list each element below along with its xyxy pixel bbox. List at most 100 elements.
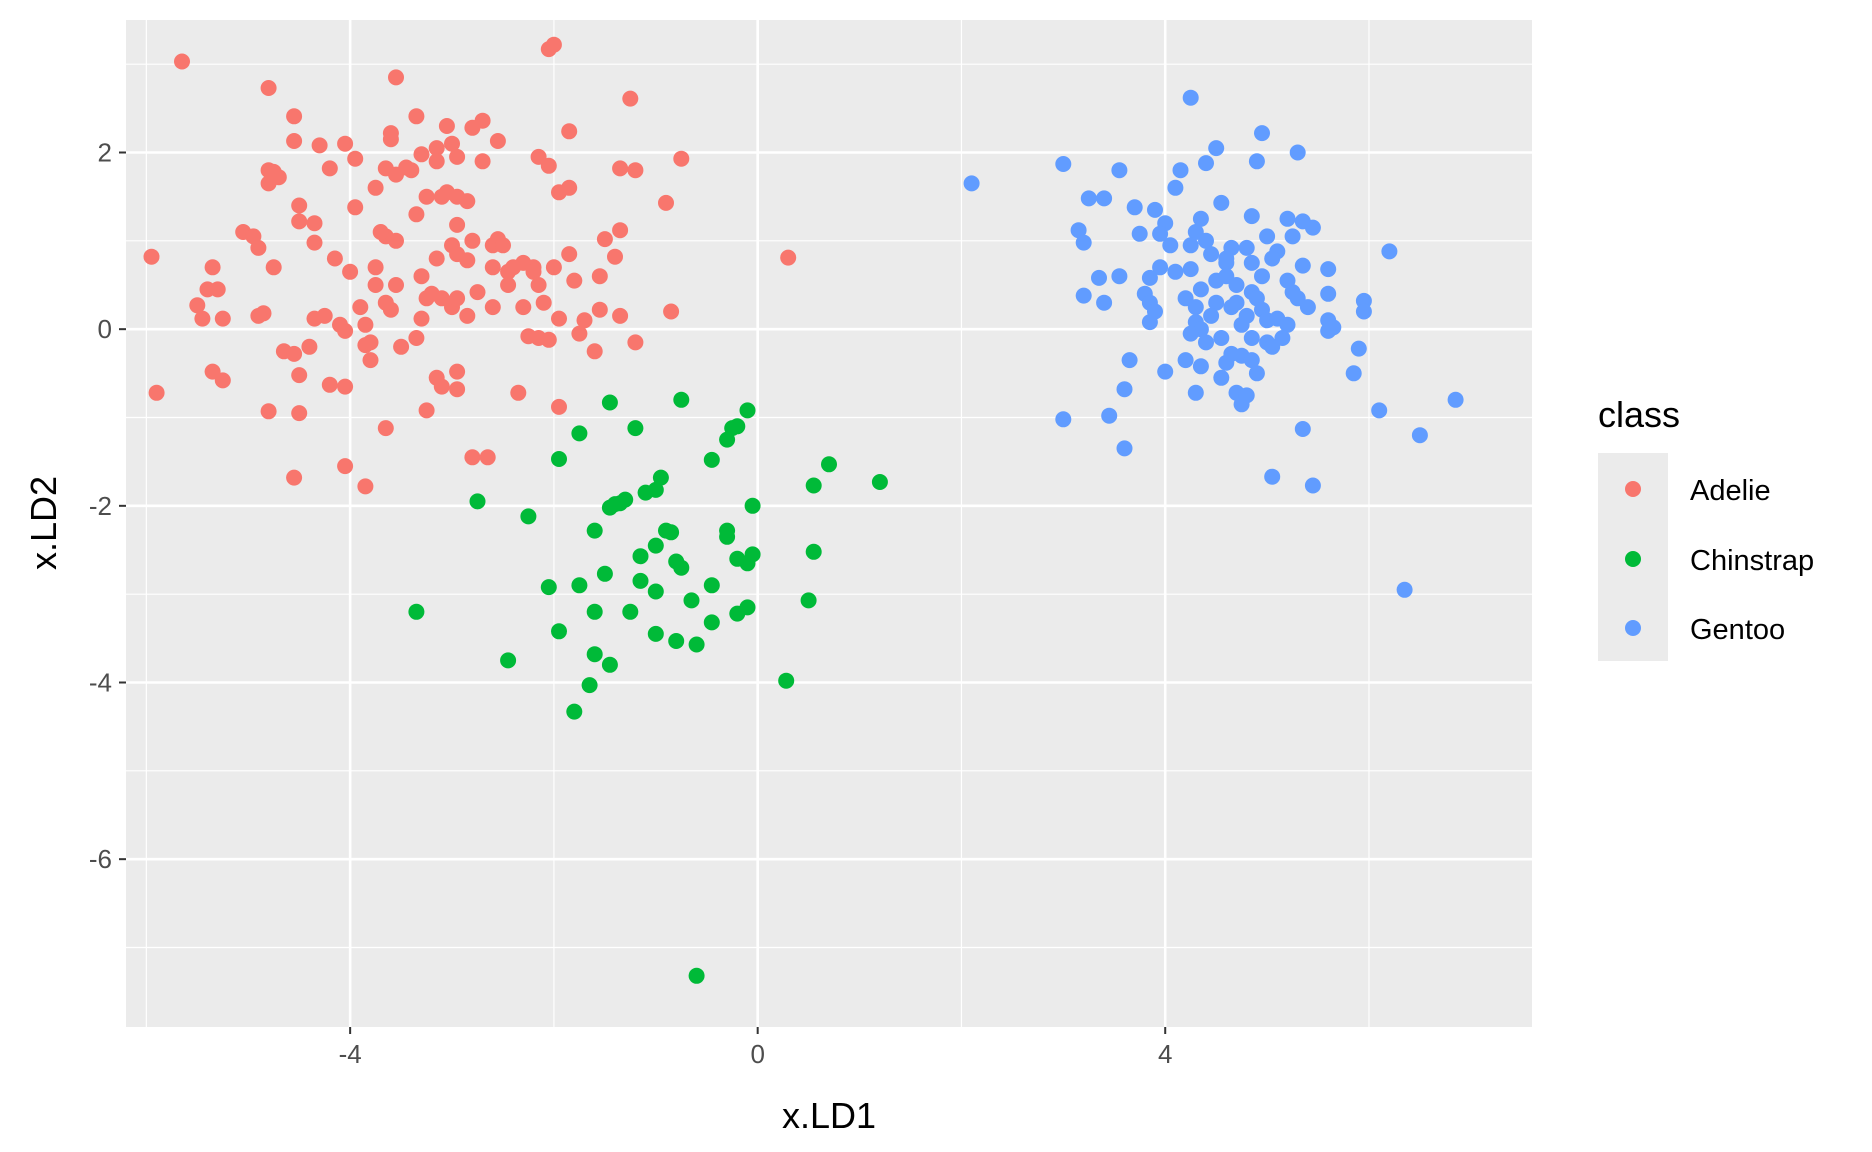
data-point-gentoo	[1198, 232, 1214, 249]
data-point-adelie	[449, 148, 466, 165]
data-point-gentoo	[1147, 201, 1163, 218]
data-point-gentoo	[1111, 268, 1128, 285]
data-point-chinstrap	[551, 623, 567, 640]
data-point-gentoo	[1248, 365, 1265, 382]
data-point-adelie	[505, 259, 522, 276]
data-point-adelie	[576, 312, 593, 329]
data-point-adelie	[520, 328, 537, 345]
data-point-adelie	[607, 248, 623, 265]
data-point-adelie	[337, 378, 354, 395]
data-point-adelie	[428, 250, 445, 267]
data-point-gentoo	[1264, 468, 1281, 485]
data-point-adelie	[342, 263, 359, 280]
data-point-gentoo	[1121, 352, 1138, 369]
data-point-chinstrap	[586, 522, 603, 539]
data-point-gentoo	[1116, 381, 1133, 398]
data-point-adelie	[612, 160, 629, 177]
data-point-gentoo	[1203, 307, 1220, 324]
data-point-chinstrap	[688, 967, 705, 984]
data-point-adelie	[382, 125, 399, 142]
data-point-gentoo	[1208, 294, 1225, 311]
data-point-adelie	[612, 307, 629, 324]
data-point-adelie	[561, 123, 578, 140]
data-point-adelie	[286, 108, 303, 125]
data-point-adelie	[148, 384, 165, 401]
data-point-gentoo	[1264, 250, 1281, 267]
data-point-chinstrap	[805, 543, 822, 560]
data-point-adelie	[561, 179, 578, 196]
data-point-gentoo	[1172, 162, 1189, 179]
data-point-chinstrap	[805, 477, 822, 494]
data-point-chinstrap	[622, 603, 639, 620]
data-point-adelie	[540, 331, 557, 348]
data-point-adelie	[291, 197, 308, 214]
data-point-adelie	[433, 378, 450, 395]
data-point-adelie	[291, 367, 308, 384]
data-point-adelie	[545, 259, 562, 276]
data-point-gentoo	[1096, 190, 1113, 207]
data-point-adelie	[444, 135, 460, 152]
data-point-chinstrap	[586, 646, 603, 663]
data-point-gentoo	[1254, 268, 1270, 285]
data-point-adelie	[204, 363, 221, 380]
series-chinstrap	[408, 391, 888, 984]
data-point-gentoo	[1371, 402, 1388, 419]
data-point-chinstrap	[663, 524, 680, 541]
data-point-chinstrap	[632, 548, 649, 565]
data-point-gentoo	[1198, 334, 1214, 351]
data-point-chinstrap	[744, 497, 761, 514]
data-point-gentoo	[1228, 294, 1245, 311]
data-point-adelie	[367, 277, 384, 293]
data-point-adelie	[418, 402, 435, 419]
data-point-adelie	[306, 234, 323, 251]
data-point-adelie	[459, 252, 476, 269]
data-point-adelie	[214, 310, 231, 327]
data-point-adelie	[449, 290, 466, 307]
data-point-chinstrap	[647, 583, 664, 600]
data-point-gentoo	[1304, 219, 1321, 236]
data-point-adelie	[464, 232, 481, 249]
data-point-adelie	[408, 206, 425, 223]
data-point-adelie	[780, 249, 797, 266]
data-point-adelie	[321, 376, 338, 393]
data-point-adelie	[321, 160, 338, 177]
data-point-gentoo	[1101, 407, 1118, 424]
data-point-chinstrap	[586, 603, 603, 620]
data-point-gentoo	[1177, 352, 1194, 369]
data-point-gentoo	[1187, 384, 1204, 401]
data-point-adelie	[586, 343, 603, 360]
data-point-chinstrap	[719, 528, 736, 545]
data-point-chinstrap	[739, 599, 756, 616]
data-point-gentoo	[1192, 358, 1209, 375]
data-point-chinstrap	[668, 633, 685, 649]
data-point-chinstrap	[800, 592, 817, 609]
data-point-gentoo	[1304, 477, 1321, 494]
data-point-adelie	[403, 162, 420, 179]
data-point-gentoo	[1141, 269, 1158, 286]
data-point-adelie	[286, 469, 303, 486]
data-point-gentoo	[1167, 263, 1184, 280]
data-point-chinstrap	[744, 546, 761, 563]
data-point-gentoo	[1182, 89, 1199, 106]
data-point-adelie	[663, 303, 680, 320]
data-point-adelie	[286, 133, 303, 149]
data-point-adelie	[449, 216, 466, 233]
data-point-gentoo	[1289, 144, 1306, 161]
data-point-adelie	[484, 259, 501, 276]
data-point-gentoo	[1080, 190, 1097, 207]
data-point-adelie	[591, 301, 608, 318]
data-point-adelie	[189, 297, 206, 314]
data-point-adelie	[459, 307, 476, 324]
legend-title: class	[1598, 394, 1680, 435]
data-point-adelie	[316, 307, 333, 324]
data-point-adelie	[337, 458, 354, 475]
data-point-adelie	[362, 352, 379, 369]
data-point-adelie	[326, 250, 343, 267]
data-point-adelie	[347, 150, 364, 167]
data-point-adelie	[428, 153, 445, 170]
data-point-adelie	[438, 118, 455, 134]
x-tick-label: 4	[1158, 1039, 1172, 1069]
data-point-gentoo	[1126, 199, 1143, 216]
data-point-adelie	[388, 232, 404, 249]
